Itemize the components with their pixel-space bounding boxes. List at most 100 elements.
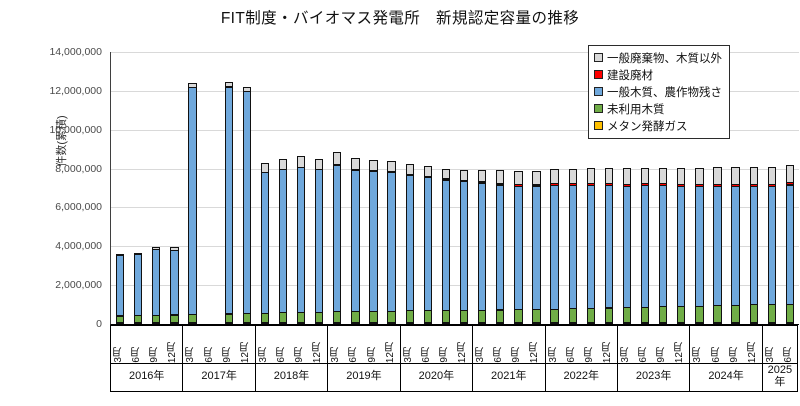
x-axis-quarter-tick: 12月 xyxy=(309,325,327,363)
x-axis-quarter-label: 9月 xyxy=(149,347,161,363)
bar-2020年6月[interactable] xyxy=(423,164,432,324)
bar-segment-メタン発酵ガス xyxy=(659,322,668,324)
x-axis-quarter-tick: 3月 xyxy=(110,325,128,363)
x-axis-quarter-tick: 12月 xyxy=(671,325,689,363)
x-axis-quarter-tick: 6月 xyxy=(273,325,291,363)
bar-2024年9月[interactable] xyxy=(731,164,740,324)
bar-2021年6月[interactable] xyxy=(496,168,505,324)
bar-segment-メタン発酵ガス xyxy=(278,322,288,324)
x-axis-quarter-label: 9月 xyxy=(583,347,595,363)
bar-segment-メタン発酵ガス xyxy=(532,322,541,324)
bar-segment-一般廃棄物、木質以外 xyxy=(785,165,795,184)
bar-2017年9月[interactable] xyxy=(224,81,233,324)
legend-item[interactable]: 一般廃棄物、木質以外 xyxy=(594,49,722,66)
x-axis-quarter-label: 12月 xyxy=(167,341,179,363)
y-axis-tick-label: 10,000,000 xyxy=(49,123,102,136)
bar-2021年12月[interactable] xyxy=(532,168,541,324)
bar-segment-一般木質、農作物残さ xyxy=(369,171,378,312)
bar-segment-メタン発酵ガス xyxy=(351,322,360,324)
bar-2024年6月[interactable] xyxy=(713,164,722,324)
legend-item[interactable]: 一般木質、農作物残さ xyxy=(594,83,722,100)
bar-2016年3月[interactable] xyxy=(115,253,125,324)
legend-item-label: 一般木質、農作物残さ xyxy=(607,86,722,99)
bar-2022年3月[interactable] xyxy=(550,166,559,324)
bar-segment-一般廃棄物、木質以外 xyxy=(514,170,523,186)
bar-2020年3月[interactable] xyxy=(405,162,414,324)
bar-segment-一般廃棄物、木質以外 xyxy=(640,167,650,185)
bar-2025年6月[interactable] xyxy=(785,162,795,324)
bar-2019年3月[interactable] xyxy=(333,151,342,324)
x-axis-year-separator xyxy=(689,325,691,363)
bar-segment-メタン発酵ガス xyxy=(115,322,125,324)
x-axis-year-separator xyxy=(327,325,329,363)
x-axis-quarter-label: 12月 xyxy=(312,341,324,363)
bar-segment-未利用木質 xyxy=(532,309,541,323)
x-axis-quarter-tick: 6月 xyxy=(418,325,436,363)
bar-segment-未利用木質 xyxy=(731,304,740,323)
bar-segment-一般木質、農作物残さ xyxy=(586,185,595,309)
bar-2019年9月[interactable] xyxy=(369,159,378,324)
bar-2019年6月[interactable] xyxy=(351,157,360,324)
bar-segment-一般木質、農作物残さ xyxy=(785,184,795,305)
x-axis-year-label: 2019年 xyxy=(327,363,399,391)
bar-segment-一般廃棄物、木質以外 xyxy=(659,167,668,185)
bar-2025年3月[interactable] xyxy=(767,164,776,324)
bar-2018年3月[interactable] xyxy=(260,162,270,324)
bar-2016年6月[interactable] xyxy=(133,252,143,324)
bar-2019年12月[interactable] xyxy=(387,160,396,324)
x-axis-quarter-label: 9月 xyxy=(656,347,668,363)
bar-2022年12月[interactable] xyxy=(604,165,614,324)
bar-2018年12月[interactable] xyxy=(315,157,324,324)
x-axis-quarter-label: 9月 xyxy=(511,347,523,363)
bar-segment-メタン発酵ガス xyxy=(767,322,776,324)
legend-swatch-icon xyxy=(594,121,603,130)
bar-segment-一般木質、農作物残さ xyxy=(713,185,722,307)
bar-2024年12月[interactable] xyxy=(749,164,758,324)
bar-2023年9月[interactable] xyxy=(659,165,668,324)
legend-item[interactable]: 未利用木質 xyxy=(594,100,722,117)
x-axis-quarter-tick: 6月 xyxy=(707,325,725,363)
bar-segment-未利用木質 xyxy=(659,306,668,323)
x-axis-year-label: 2023年 xyxy=(616,363,689,391)
gridline xyxy=(111,52,799,53)
legend-item[interactable]: 建設廃材 xyxy=(594,66,722,83)
bar-2024年3月[interactable] xyxy=(695,165,704,324)
bar-2023年6月[interactable] xyxy=(640,165,650,324)
bar-2016年9月[interactable] xyxy=(152,246,161,324)
bar-segment-一般木質、農作物残さ xyxy=(278,168,288,314)
x-axis-bottom-rule xyxy=(110,391,798,392)
bar-2021年9月[interactable] xyxy=(514,168,523,324)
bar-segment-一般廃棄物、木質以外 xyxy=(477,169,487,183)
bar-segment-一般木質、農作物残さ xyxy=(405,174,414,312)
bar-segment-メタン発酵ガス xyxy=(441,322,451,324)
gridline xyxy=(111,90,799,92)
bar-segment-一般木質、農作物残さ xyxy=(640,185,650,308)
bar-2022年9月[interactable] xyxy=(586,165,595,324)
legend-item[interactable]: メタン発酵ガス xyxy=(594,117,722,134)
bar-2018年9月[interactable] xyxy=(296,155,306,324)
bar-segment-未利用木質 xyxy=(604,307,614,323)
x-axis-quarter-tick: 6月 xyxy=(563,325,581,363)
bar-2020年12月[interactable] xyxy=(459,167,469,324)
bar-2020年9月[interactable] xyxy=(441,167,451,324)
bar-segment-一般木質、農作物残さ xyxy=(532,186,541,310)
bar-2023年3月[interactable] xyxy=(622,165,632,324)
bar-2021年3月[interactable] xyxy=(477,167,487,324)
x-axis-quarter-tick: 3月 xyxy=(182,325,200,363)
bar-2017年12月[interactable] xyxy=(242,86,251,324)
bar-2017年3月[interactable] xyxy=(188,82,197,324)
bar-segment-一般木質、農作物残さ xyxy=(496,184,505,311)
x-axis-end-separator xyxy=(797,325,798,363)
y-axis-tick-label: 8,000,000 xyxy=(55,162,102,175)
bar-2023年12月[interactable] xyxy=(677,165,686,324)
bar-2018年6月[interactable] xyxy=(278,158,288,324)
bar-segment-未利用木質 xyxy=(767,304,776,323)
bar-segment-メタン発酵ガス xyxy=(224,322,233,324)
bar-segment-未利用木質 xyxy=(459,309,469,323)
bar-segment-一般廃棄物、木質以外 xyxy=(333,152,342,165)
y-axis-tick-label: 0 xyxy=(96,318,102,330)
x-axis-quarter-tick: 3月 xyxy=(617,325,635,363)
x-axis-quarter-tick: 9月 xyxy=(581,325,599,363)
bar-2022年6月[interactable] xyxy=(568,166,577,324)
bar-2016年12月[interactable] xyxy=(170,246,179,324)
